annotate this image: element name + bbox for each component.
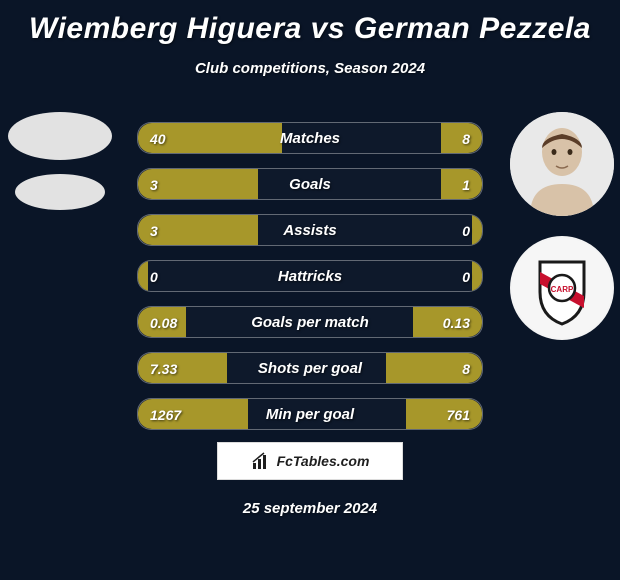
svg-text:CARP: CARP (551, 285, 574, 294)
player-right-photo (510, 112, 614, 216)
stats-bars: 408Matches 31Goals 30Assists 00Hattricks 0.0… (137, 122, 483, 430)
stat-label: Shots per goal (138, 353, 482, 384)
stat-label: Goals per match (138, 307, 482, 338)
stat-row: 31Goals (137, 168, 483, 200)
right-player-column: CARP (510, 112, 614, 340)
left-player-column (8, 112, 112, 210)
stat-label: Hattricks (138, 261, 482, 292)
stat-label: Min per goal (138, 399, 482, 430)
page-title: Wiemberg Higuera vs German Pezzela (0, 0, 620, 46)
stat-label: Assists (138, 215, 482, 246)
stat-row: 7.338Shots per goal (137, 352, 483, 384)
stat-row: 408Matches (137, 122, 483, 154)
stat-row: 0.080.13Goals per match (137, 306, 483, 338)
person-icon (510, 112, 614, 216)
watermark-link[interactable]: FcTables.com (217, 442, 403, 480)
player-right-club-logo: CARP (510, 236, 614, 340)
stat-row: 30Assists (137, 214, 483, 246)
player-left-photo-placeholder (8, 112, 112, 160)
stat-label: Goals (138, 169, 482, 200)
stat-label: Matches (138, 123, 482, 154)
stat-row: 00Hattricks (137, 260, 483, 292)
date-text: 25 september 2024 (0, 500, 620, 517)
player-left-club-placeholder (15, 174, 105, 210)
stat-row: 1267761Min per goal (137, 398, 483, 430)
subtitle: Club competitions, Season 2024 (0, 60, 620, 77)
chart-icon (251, 451, 271, 471)
club-badge-icon: CARP (510, 236, 614, 340)
watermark-text: FcTables.com (277, 453, 370, 469)
